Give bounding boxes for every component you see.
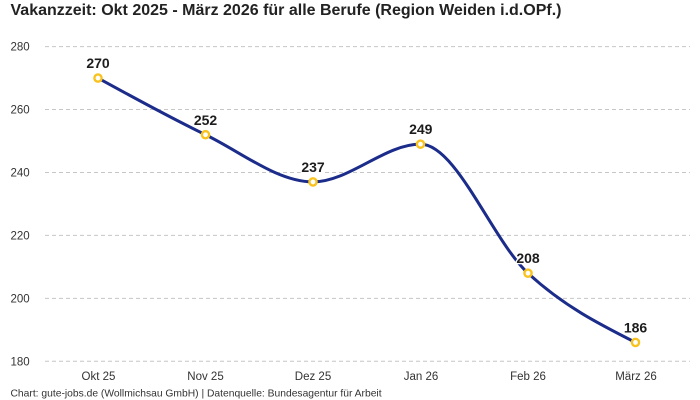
svg-text:Nov 25: Nov 25 xyxy=(187,371,223,383)
svg-text:237: 237 xyxy=(301,159,325,175)
svg-text:Okt 25: Okt 25 xyxy=(82,371,116,383)
svg-text:180: 180 xyxy=(11,356,30,368)
svg-text:Chart: gute-jobs.de (Wollmichs: Chart: gute-jobs.de (Wollmichsau GmbH) |… xyxy=(11,388,382,399)
svg-text:Vakanzzeit: Okt 2025 - März 20: Vakanzzeit: Okt 2025 - März 2026 für all… xyxy=(11,2,562,19)
svg-text:260: 260 xyxy=(11,105,30,117)
svg-text:200: 200 xyxy=(11,293,30,305)
svg-text:220: 220 xyxy=(11,230,30,242)
svg-text:Jan 26: Jan 26 xyxy=(404,371,439,383)
svg-text:208: 208 xyxy=(516,250,540,266)
svg-text:240: 240 xyxy=(11,168,30,180)
svg-text:249: 249 xyxy=(409,121,433,137)
svg-text:Feb 26: Feb 26 xyxy=(510,371,546,383)
svg-text:März 26: März 26 xyxy=(615,371,657,383)
svg-text:280: 280 xyxy=(11,42,30,54)
svg-text:Dez 25: Dez 25 xyxy=(295,371,331,383)
svg-text:252: 252 xyxy=(194,112,218,128)
svg-text:186: 186 xyxy=(624,319,648,335)
svg-text:270: 270 xyxy=(86,55,110,71)
